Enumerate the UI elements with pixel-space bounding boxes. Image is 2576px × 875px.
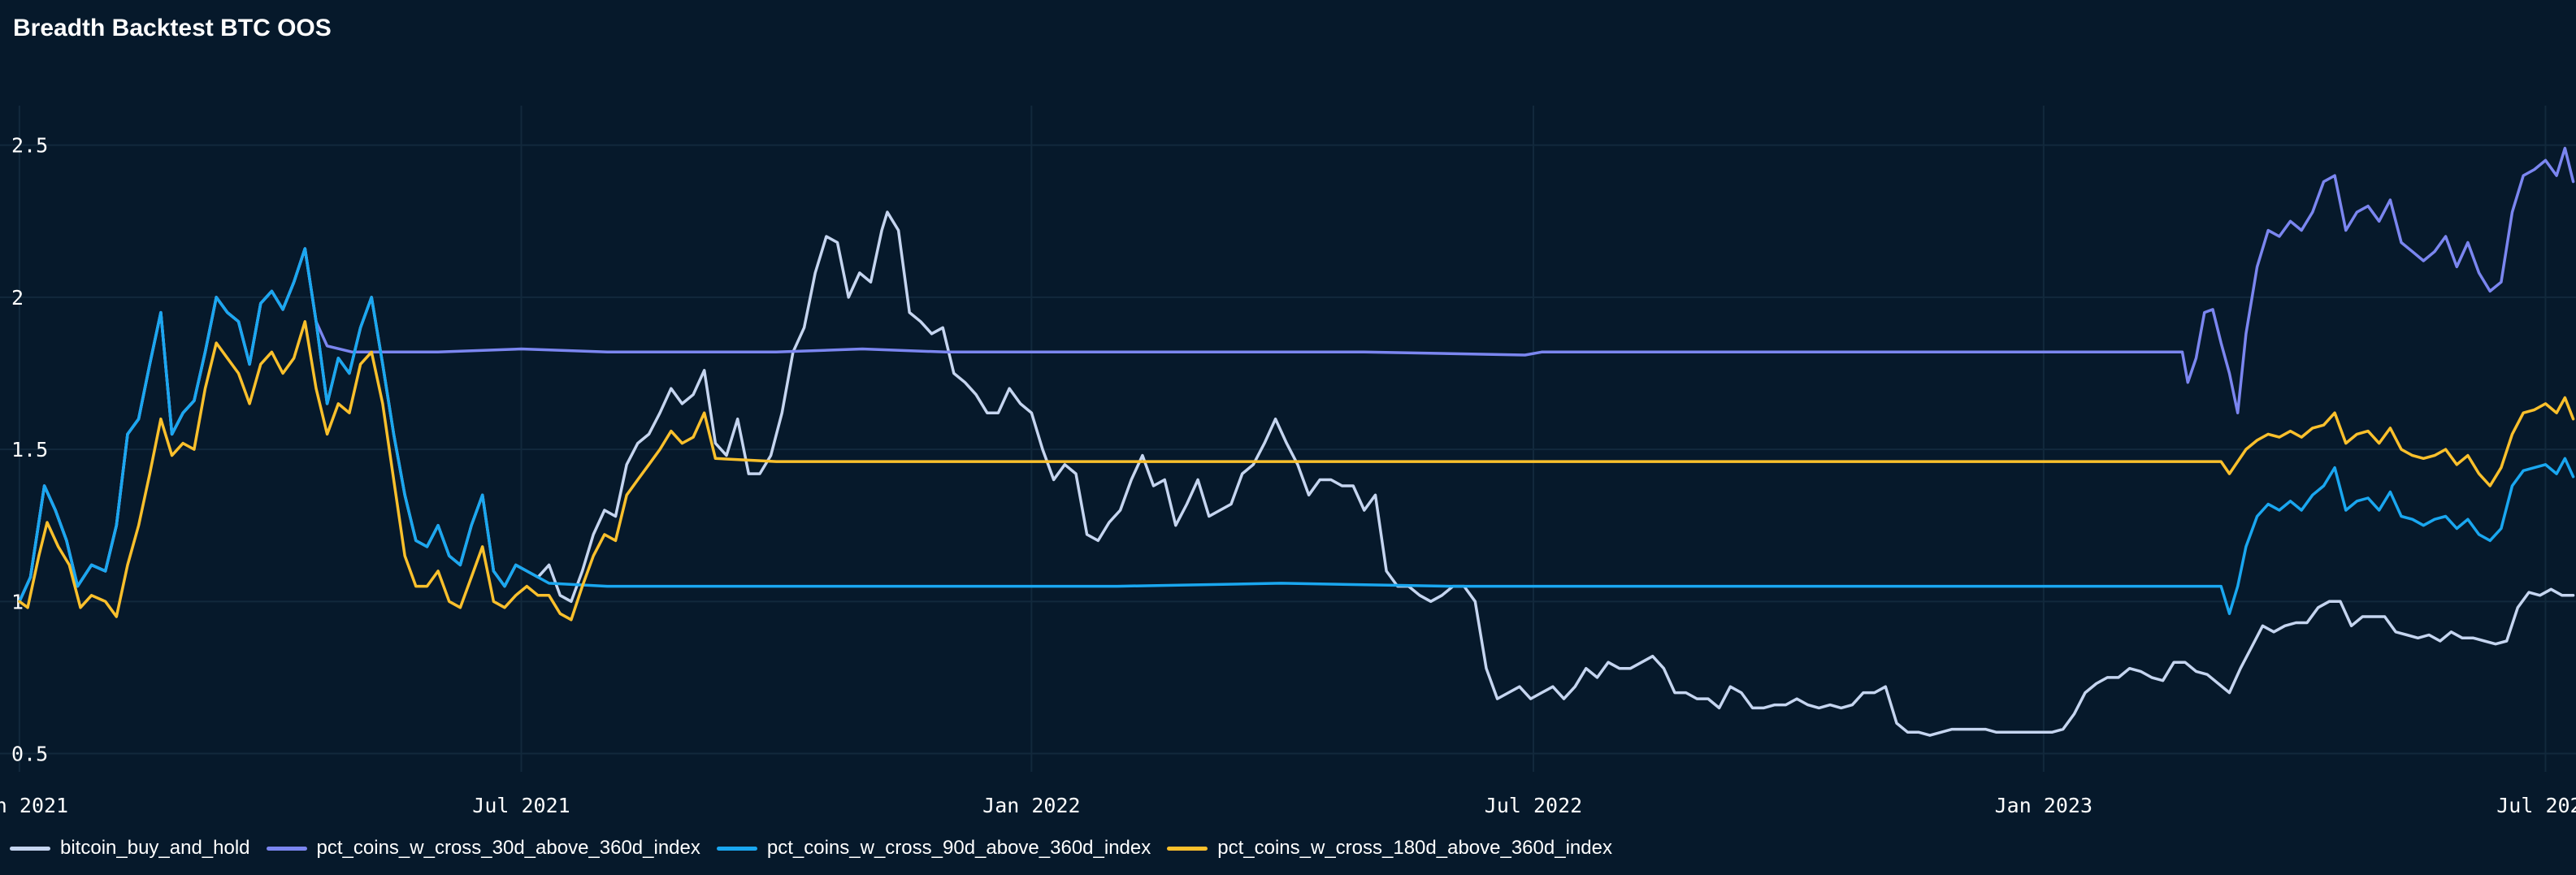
y-tick-label: 1.5 — [11, 438, 48, 461]
series-line-2 — [18, 247, 2575, 616]
series-line-3 — [18, 320, 2575, 622]
y-tick-label: 2.5 — [11, 134, 48, 158]
y-tick-label: 0.5 — [11, 743, 48, 766]
legend-item[interactable]: bitcoin_buy_and_hold — [10, 837, 250, 860]
x-tick-label: Jan 2022 — [982, 794, 1080, 817]
x-tick-label: Jan 2023 — [1995, 794, 2092, 817]
series-layer — [18, 146, 2575, 737]
legend-label: pct_coins_w_cross_90d_above_360d_index — [766, 837, 1151, 859]
legend-item[interactable]: pct_coins_w_cross_180d_above_360d_index — [1167, 837, 1612, 860]
legend-label: pct_coins_w_cross_180d_above_360d_index — [1217, 837, 1612, 859]
legend-label: pct_coins_w_cross_30d_above_360d_index — [316, 837, 700, 859]
legend-label: bitcoin_buy_and_hold — [60, 837, 250, 859]
grid-layer — [0, 106, 2576, 772]
series-line-0 — [18, 210, 2575, 737]
legend: bitcoin_buy_and_hold pct_coins_w_cross_30… — [10, 837, 1612, 860]
x-tick-label: Jul 2022 — [1485, 794, 1582, 817]
x-tick-label: Jan 2021 — [0, 794, 68, 817]
legend-swatch — [716, 846, 757, 851]
legend-swatch — [10, 846, 50, 851]
legend-swatch — [1167, 846, 1208, 851]
chart-title: Breadth Backtest BTC OOS — [13, 15, 332, 41]
legend-swatch — [266, 846, 307, 851]
y-tick-label: 2 — [11, 286, 24, 310]
legend-item[interactable]: pct_coins_w_cross_30d_above_360d_index — [266, 837, 700, 860]
x-tick-label: Jul 2023 — [2496, 794, 2576, 817]
legend-item[interactable]: pct_coins_w_cross_90d_above_360d_index — [716, 837, 1151, 860]
x-tick-label: Jul 2021 — [472, 794, 570, 817]
